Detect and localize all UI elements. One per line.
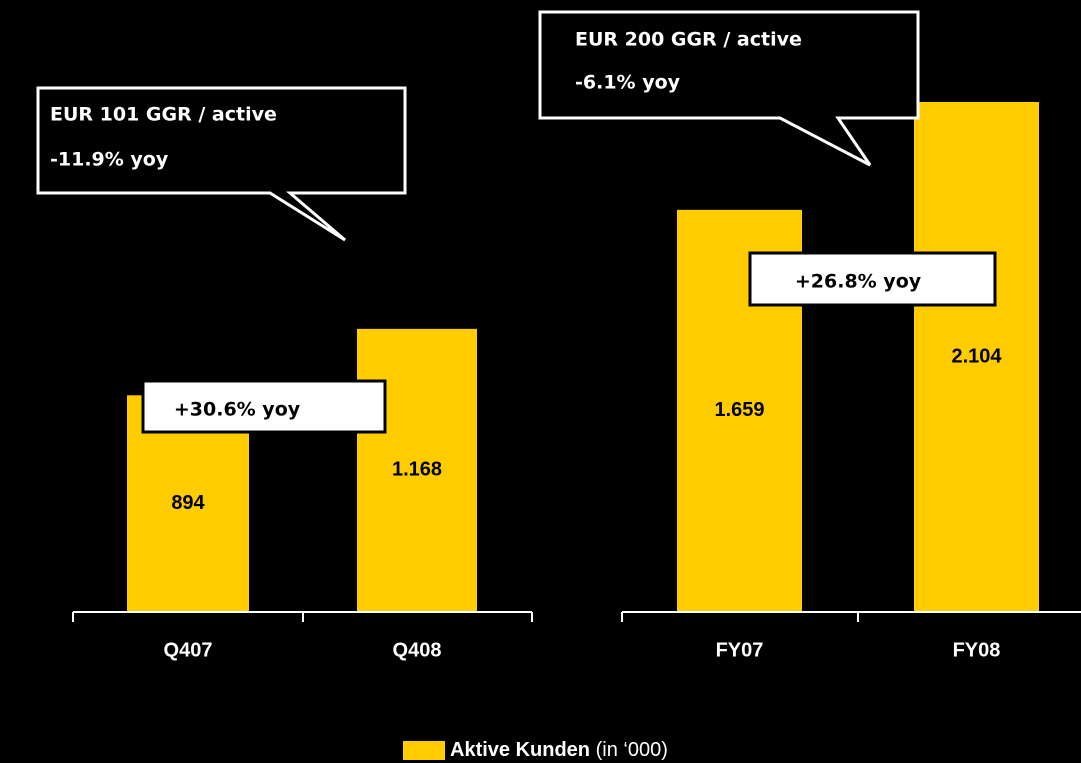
callout-text: EUR 101 GGR / active <box>50 104 277 126</box>
x-tick-label: Q408 <box>393 639 442 661</box>
growth-text: +30.6% yoy <box>174 399 301 421</box>
value-label: 1.168 <box>392 459 442 481</box>
legend-text: Aktive Kunden (in ‘000) <box>450 739 668 761</box>
growth-box <box>141 379 387 434</box>
callout-box <box>538 10 920 167</box>
legend-name: Aktive Kunden <box>450 739 590 761</box>
x-tick-label: FY08 <box>953 639 1001 661</box>
callout-text: -11.9% yoy <box>50 149 169 171</box>
x-tick-label: Q407 <box>164 639 213 661</box>
legend-unit: (in ‘000) <box>596 739 668 761</box>
value-label: 2.104 <box>951 345 1002 367</box>
bar <box>357 328 477 612</box>
growth-text: +26.8% yoy <box>795 271 922 293</box>
bar <box>914 101 1039 612</box>
callout-box <box>36 86 407 242</box>
x-tick-label: FY07 <box>716 639 764 661</box>
callout-text: EUR 200 GGR / active <box>575 29 802 51</box>
value-label: 1.659 <box>714 399 764 421</box>
value-label: 894 <box>171 492 205 514</box>
overlays: EUR 101 GGR / active -11.9% yoy EUR 200 … <box>36 10 997 761</box>
growth-box <box>748 251 997 307</box>
legend-swatch <box>403 741 445 760</box>
callout-text: -6.1% yoy <box>575 72 681 94</box>
